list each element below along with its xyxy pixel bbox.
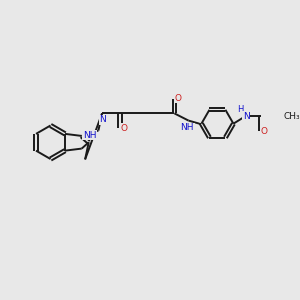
Text: CH₃: CH₃ (284, 112, 300, 121)
Text: O: O (174, 94, 182, 103)
Text: O: O (261, 127, 268, 136)
Text: O: O (120, 124, 127, 133)
Text: NH: NH (83, 130, 96, 140)
Text: N: N (243, 112, 250, 121)
Text: N: N (100, 115, 106, 124)
Text: NH: NH (181, 123, 194, 132)
Text: H: H (237, 105, 244, 114)
